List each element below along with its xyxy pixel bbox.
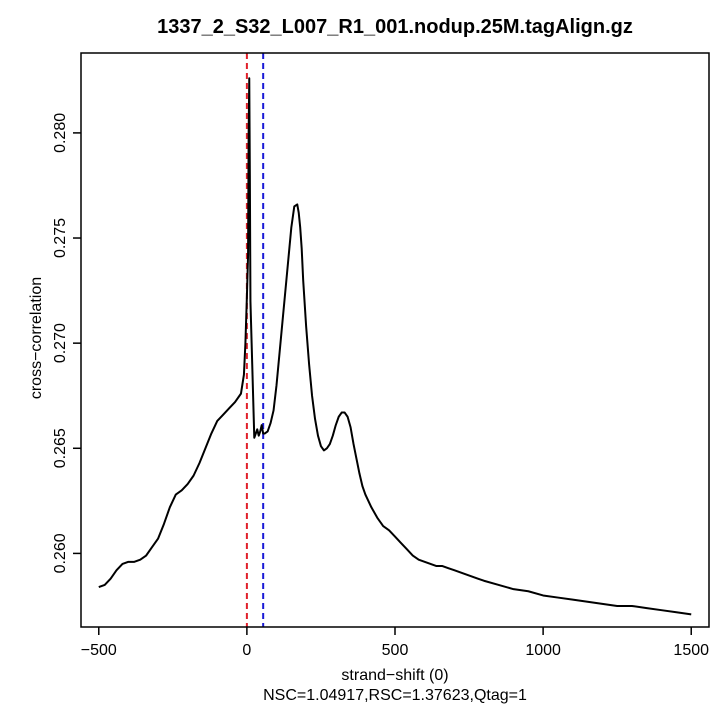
x-tick-label: 500 [382, 642, 409, 659]
chart-subtitle: NSC=1.04917,RSC=1.37623,Qtag=1 [263, 687, 527, 704]
x-axis-label: strand−shift (0) [341, 667, 448, 684]
y-tick-label: 0.275 [52, 218, 69, 258]
cross-correlation-line [98, 77, 692, 616]
plot-frame [80, 52, 710, 628]
y-tick-label: 0.265 [52, 428, 69, 468]
x-tick-label: 1500 [673, 642, 709, 659]
reference-lines [245, 53, 265, 627]
x-tick-label: 0 [242, 642, 251, 659]
x-tick-label: −500 [81, 642, 117, 659]
y-axis: 0.260 0.265 0.270 0.275 0.280 [52, 113, 81, 573]
x-tick-label: 1000 [525, 642, 561, 659]
y-tick-label: 0.270 [52, 323, 69, 363]
y-axis-label: cross−correlation [28, 277, 45, 399]
y-tick-label: 0.280 [52, 113, 69, 153]
chart-title: 1337_2_S32_L007_R1_001.nodup.25M.tagAlig… [157, 16, 633, 38]
y-tick-label: 0.260 [52, 533, 69, 573]
x-axis: −500 0 500 1000 1500 [81, 627, 709, 659]
